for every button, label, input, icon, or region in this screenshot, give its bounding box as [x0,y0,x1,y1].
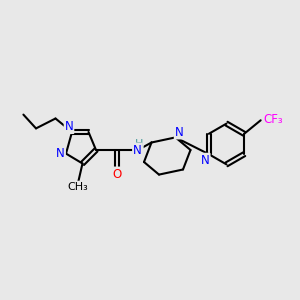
Text: N: N [201,154,210,167]
Text: CH₃: CH₃ [68,182,88,192]
Text: CF₃: CF₃ [263,113,283,126]
Text: O: O [112,167,122,181]
Text: N: N [133,143,142,157]
Text: H: H [134,139,143,149]
Text: N: N [64,120,74,133]
Text: N: N [175,125,184,139]
Text: N: N [56,147,65,160]
